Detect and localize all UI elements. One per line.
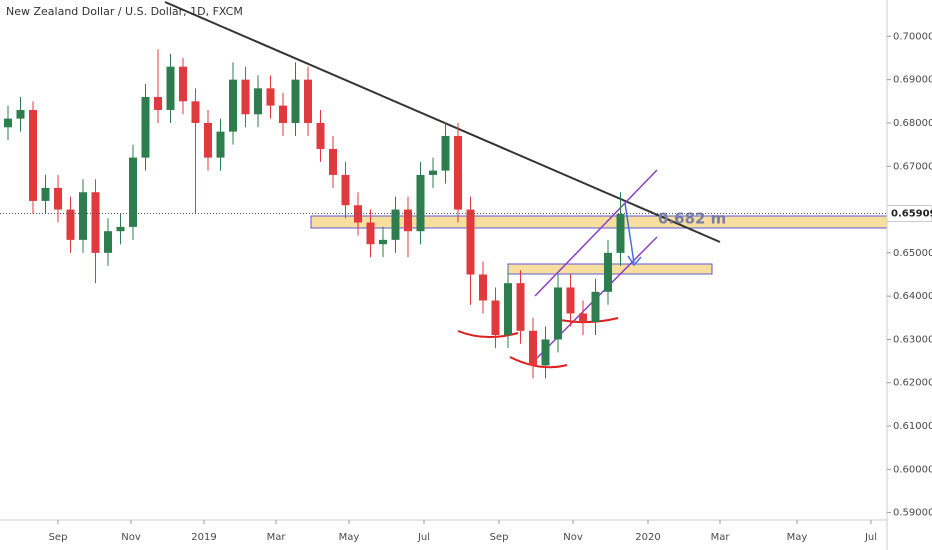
trend-line — [164, 1, 721, 243]
candle-body — [154, 96, 162, 110]
x-tick-label: Jul — [864, 532, 877, 543]
candle-body — [354, 205, 362, 223]
candle-body — [16, 109, 25, 119]
candle-body — [479, 274, 487, 301]
candle-body — [491, 300, 500, 336]
candle-body — [366, 222, 375, 245]
candle-body — [429, 170, 437, 175]
y-tick-label: 0.67000 — [893, 161, 932, 172]
candle-body — [379, 239, 387, 245]
y-tick-label: 0.61000 — [893, 421, 932, 432]
candle-body — [141, 96, 150, 158]
projection-arrow — [624, 202, 642, 267]
x-tick-label: 2020 — [635, 532, 660, 543]
x-tick-label: Mar — [267, 532, 287, 543]
candle-body — [29, 109, 37, 201]
candle-body — [604, 252, 612, 292]
candle-body — [516, 283, 525, 331]
x-tick-label: Nov — [121, 532, 141, 543]
x-tick-label: Jul — [417, 532, 430, 543]
candle-body — [4, 118, 12, 128]
candle-body — [129, 157, 137, 227]
x-tick-label: May — [787, 532, 808, 543]
x-tick-label: May — [339, 532, 360, 543]
candle-body — [104, 231, 112, 253]
candle-body — [66, 209, 75, 240]
y-tick-label: 0.70000 — [893, 31, 932, 42]
current-price-label: 0.65909 — [891, 208, 932, 219]
candle-body — [254, 88, 262, 115]
y-tick-label: 0.59000 — [893, 508, 932, 519]
candle-body — [316, 122, 325, 149]
y-tick-label: 0.62000 — [893, 378, 932, 389]
candle-body — [541, 339, 550, 366]
x-tick-label: Sep — [49, 532, 68, 543]
candle-body — [529, 330, 537, 366]
right-shoulder — [559, 317, 619, 324]
candle-body — [54, 187, 62, 210]
x-tick-label: Sep — [490, 532, 509, 543]
candle-body — [91, 192, 100, 253]
candle-body — [216, 131, 225, 158]
candle-body — [241, 79, 250, 115]
annotation: 0.682 m — [658, 210, 726, 228]
candle-body — [416, 174, 425, 232]
y-tick-label: 0.68000 — [893, 118, 932, 129]
candle-body — [291, 79, 300, 123]
candle-body — [466, 209, 475, 275]
candle-body — [341, 174, 350, 206]
candle-body — [41, 187, 50, 201]
candle-body — [579, 313, 587, 323]
candle-body — [566, 287, 575, 314]
candle-body — [616, 213, 625, 253]
y-tick-label: 0.60000 — [893, 464, 932, 475]
channel-line — [534, 169, 658, 297]
left-shoulder — [457, 330, 519, 338]
candle-body — [279, 105, 287, 123]
y-tick-label: 0.69000 — [893, 75, 932, 86]
candle-body — [116, 226, 125, 232]
candle-body — [179, 66, 187, 102]
current-price-box — [886, 204, 932, 222]
candle-body — [404, 209, 412, 232]
candle-body — [79, 192, 87, 240]
candle-body — [591, 291, 600, 323]
candle-body — [191, 101, 200, 123]
candle-body — [204, 122, 212, 158]
candle-body — [229, 79, 237, 132]
candle-body — [454, 135, 462, 210]
candle-body — [266, 88, 275, 106]
head — [509, 356, 568, 369]
candle-body — [504, 283, 512, 336]
x-tick-label: 2019 — [191, 532, 216, 543]
candle-body — [391, 209, 400, 240]
y-tick-label: 0.63000 — [893, 334, 932, 345]
candle-body — [329, 148, 337, 175]
chart-title: New Zealand Dollar / U.S. Dollar, 1D, FX… — [6, 5, 243, 18]
candle-body — [166, 66, 175, 110]
x-tick-label: Mar — [711, 532, 731, 543]
candle-body — [441, 135, 450, 171]
candle-body — [304, 79, 312, 123]
candle-body — [554, 287, 562, 340]
y-tick-label: 0.64000 — [893, 291, 932, 302]
y-tick-label: 0.65000 — [893, 248, 932, 259]
x-tick-label: Nov — [563, 532, 583, 543]
